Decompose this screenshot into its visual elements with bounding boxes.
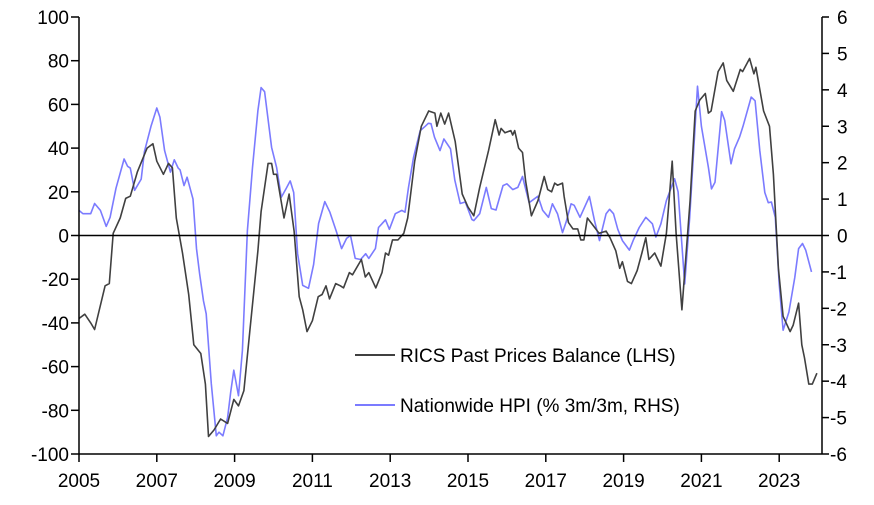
y-right-tick-label: 0 xyxy=(837,227,848,248)
y-right-tick-label: -3 xyxy=(830,336,847,357)
y-left-tick-label: 80 xyxy=(48,52,69,73)
y-right-tick-label: 2 xyxy=(837,154,848,175)
y-left-tick-label: 40 xyxy=(48,139,69,160)
axes-layer: 100 80 60 40 20 0 -20 -40 -60 -80 -100 6 5 4 3 2 1 0 -1 -2 -… xyxy=(31,8,848,492)
x-tick-label: 2005 xyxy=(58,471,100,492)
y-right-tick-label: 4 xyxy=(837,81,848,102)
x-tick-label: 2013 xyxy=(369,471,411,492)
y-left-tick-label: 60 xyxy=(48,95,69,116)
series-line-rics xyxy=(78,57,818,438)
x-tick-label: 2023 xyxy=(758,471,800,492)
legend-label-nationwide: Nationwide HPI (% 3m/3m, RHS) xyxy=(400,396,680,417)
x-tick-label: 2009 xyxy=(213,471,255,492)
x-tick-label: 2007 xyxy=(136,471,178,492)
y-left-tick-label: -100 xyxy=(31,445,69,466)
y-right-tick-label: 5 xyxy=(837,44,848,65)
series-line-nationwide xyxy=(78,85,813,437)
y-left-tick-label: -40 xyxy=(42,314,69,335)
x-tick-label: 2015 xyxy=(447,471,489,492)
y-left-tick-label: -20 xyxy=(42,270,69,291)
y-right-tick-label: 3 xyxy=(837,117,848,138)
y-left-tick-label: -60 xyxy=(42,358,69,379)
x-tick-label: 2019 xyxy=(602,471,644,492)
y-right-tick-label: -2 xyxy=(830,299,847,320)
y-right-tick-label: 1 xyxy=(837,190,848,211)
y-right-tick-label: -1 xyxy=(830,263,847,284)
x-tick-label: 2011 xyxy=(292,471,333,492)
series-layer xyxy=(78,57,818,438)
y-right-tick-label: -6 xyxy=(830,445,847,466)
legend: RICS Past Prices Balance (LHS) Nationwid… xyxy=(355,346,680,417)
y-left-tick-label: 20 xyxy=(48,183,69,204)
y-left-tick-label: -80 xyxy=(42,401,69,422)
x-tick-label: 2021 xyxy=(680,471,722,492)
y-left-tick-label: 100 xyxy=(37,8,69,29)
y-right-tick-label: 6 xyxy=(837,8,848,29)
y-right-tick-label: -4 xyxy=(830,372,847,393)
legend-label-rics: RICS Past Prices Balance (LHS) xyxy=(400,346,676,367)
x-tick-label: 2017 xyxy=(525,471,567,492)
y-left-tick-label: 0 xyxy=(58,227,69,248)
y-right-tick-label: -5 xyxy=(830,409,847,430)
